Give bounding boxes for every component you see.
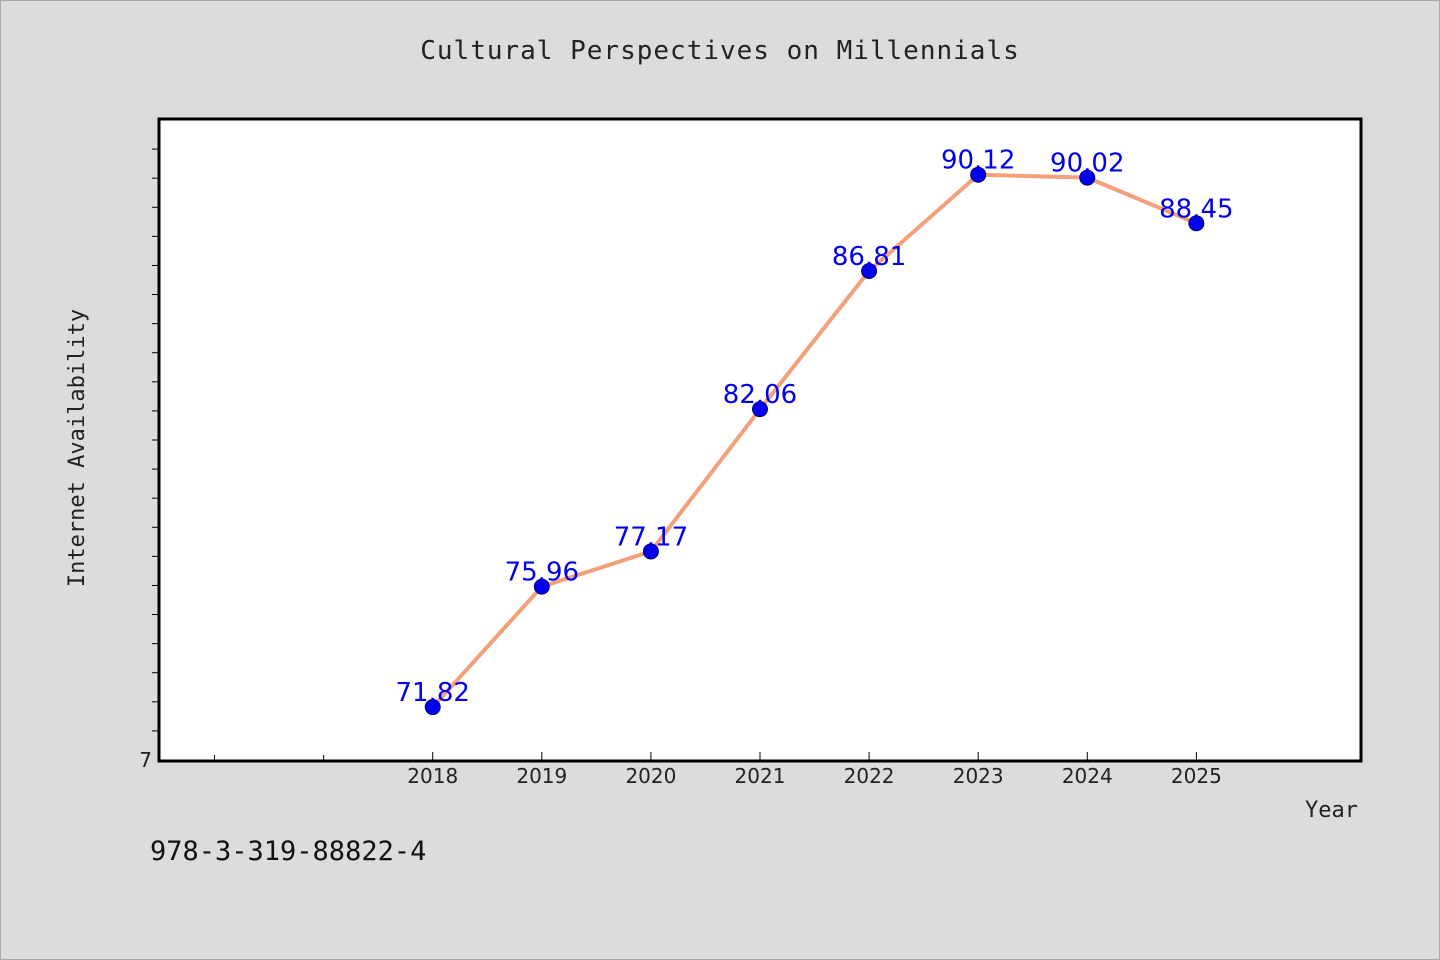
- data-point: [970, 166, 987, 183]
- x-tick-label: 2018: [407, 764, 458, 788]
- data-label: 86.81: [832, 242, 906, 272]
- data-point: [861, 262, 878, 279]
- data-point: [752, 401, 768, 418]
- series-layer: 71.82 75.96 77.17 82.06 86.81 90.12 90.02 88.45: [396, 146, 1234, 716]
- data-point: [642, 543, 659, 560]
- data-point: [533, 578, 550, 595]
- data-label: 71.82: [396, 678, 470, 708]
- x-tick-label: 2019: [516, 764, 567, 788]
- data-point: [1079, 169, 1096, 186]
- x-axis-ticks: 2018 2019 2020 2021 2022 2023 2024 2025: [214, 752, 1222, 788]
- y-tick-label: 7: [139, 748, 152, 772]
- data-label: 77.17: [614, 522, 688, 552]
- data-label: 90.02: [1050, 149, 1124, 179]
- data-label: 90.12: [941, 146, 1015, 176]
- y-axis-ticks: 7: [139, 148, 160, 772]
- data-point: [424, 699, 441, 716]
- data-label: 82.06: [723, 380, 797, 410]
- chart-title: Cultural Perspectives on Millennials: [420, 36, 1020, 66]
- x-tick-label: 2023: [953, 764, 1004, 788]
- x-tick-label: 2022: [844, 764, 895, 788]
- y-axis-title: Internet Availability: [65, 309, 90, 587]
- data-label: 75.96: [505, 558, 579, 588]
- x-tick-label: 2025: [1171, 764, 1222, 788]
- x-axis-title: Year: [1305, 798, 1358, 823]
- x-tick-label: 2024: [1062, 764, 1113, 788]
- isbn-text: 978-3-319-88822-4: [150, 836, 427, 867]
- data-label: 88.45: [1159, 194, 1233, 224]
- data-point: [1188, 215, 1205, 232]
- series-line: [430, 172, 1199, 710]
- x-tick-label: 2020: [625, 764, 676, 788]
- x-tick-label: 2021: [735, 764, 786, 788]
- plot-area: [157, 117, 1363, 763]
